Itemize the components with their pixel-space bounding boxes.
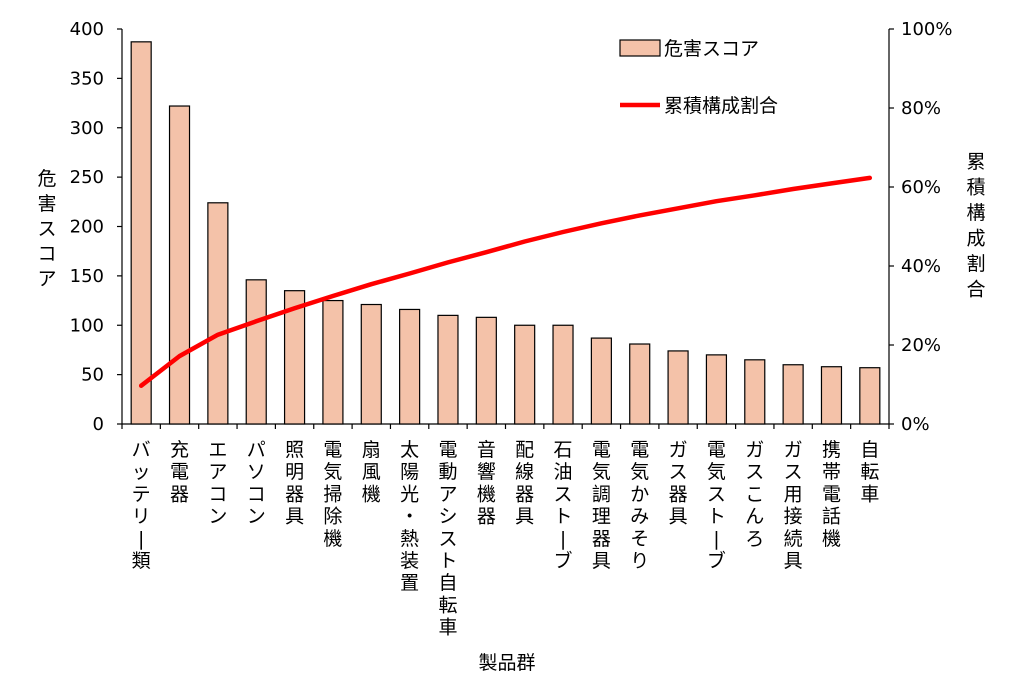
left-axis-title: 危害スコア — [37, 168, 56, 290]
bar-series — [130, 41, 881, 425]
x-category-label: パソコン — [247, 439, 266, 528]
left-y-axis: 0 50 100 150 200 250 300 350 400 — [70, 19, 890, 435]
right-tick-label: 40% — [901, 256, 941, 277]
bar — [552, 324, 574, 425]
x-category-label: 石油スト|ブ — [554, 439, 573, 572]
x-category-label: 電気スト|ブ — [707, 439, 726, 572]
x-category-label: バッテリ|類 — [132, 439, 151, 572]
x-category-label: ガス器具 — [669, 439, 688, 528]
x-category-label: 携帯電話機 — [822, 439, 841, 550]
left-tick-label: 350 — [70, 68, 104, 89]
left-tick-label: 300 — [70, 118, 104, 139]
right-tick-label: 20% — [901, 335, 941, 356]
right-tick-label: 80% — [901, 98, 941, 119]
left-tick-label: 0 — [93, 414, 104, 435]
left-tick-label: 50 — [81, 365, 104, 386]
right-tick-label: 100% — [901, 19, 952, 40]
bar — [207, 202, 229, 425]
bar — [360, 303, 382, 425]
bar — [399, 308, 421, 425]
left-tick-label: 250 — [70, 167, 104, 188]
left-tick-label: 200 — [70, 217, 104, 238]
x-category-label: 電気掃除機 — [323, 439, 342, 550]
legend-bar-label: 危害スコア — [664, 38, 759, 60]
bar — [437, 314, 459, 425]
right-tick-label: 60% — [901, 177, 941, 198]
x-category-label: 充電器 — [170, 439, 189, 505]
bar — [782, 364, 804, 425]
left-tick-label: 150 — [70, 266, 104, 287]
x-category-label: 自転車 — [860, 439, 879, 505]
bar — [475, 316, 497, 425]
x-category-label: ガス用接続具 — [784, 439, 803, 572]
cumulative-line — [138, 175, 873, 388]
left-tick-label: 400 — [70, 19, 104, 40]
x-category-label: 電気調理器具 — [592, 439, 611, 572]
line-series — [138, 175, 873, 388]
legend-bar-swatch — [619, 39, 661, 57]
bar — [667, 350, 689, 425]
x-category-label: 音響機器 — [477, 439, 496, 528]
axis-labels: 製品群 危害スコア 累積構成割合 — [37, 151, 985, 674]
right-axis-title: 累積構成割合 — [966, 151, 985, 301]
bar — [859, 367, 881, 425]
x-category-label: 電動アシスト自転車 — [438, 439, 457, 639]
bar — [168, 105, 191, 425]
x-axis-title: 製品群 — [478, 652, 535, 674]
bar — [283, 290, 306, 425]
right-tick-label: 0% — [901, 414, 930, 435]
bar — [744, 359, 766, 425]
x-category-label: 太陽光・熱装置 — [400, 439, 419, 594]
bar — [705, 354, 728, 425]
left-tick-label: 100 — [70, 315, 104, 336]
bar — [590, 337, 612, 425]
bar — [820, 366, 843, 425]
x-category-label: 電気かみそり — [630, 439, 649, 572]
right-y-axis: 0% 20% 40% 60% 80% 100% — [888, 19, 952, 435]
bar — [322, 299, 344, 425]
bar — [245, 279, 267, 425]
legend-line-label: 累積構成割合 — [664, 95, 778, 117]
x-category-label: エアコン — [208, 439, 227, 528]
bar — [130, 41, 152, 425]
x-category-label: ガスこんろ — [745, 439, 764, 550]
x-category-label: 配線器具 — [515, 439, 534, 528]
bar — [629, 343, 651, 425]
bar — [514, 324, 536, 425]
x-category-label: 扇風機 — [362, 439, 381, 505]
x-category-label: 照明器具 — [285, 439, 304, 528]
